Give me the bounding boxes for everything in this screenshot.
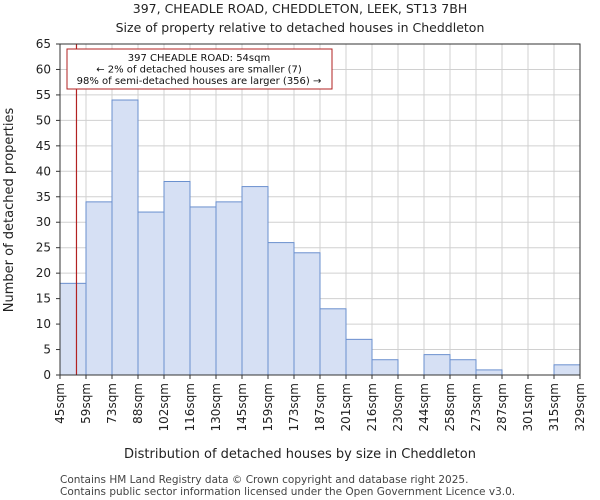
bar-88sqm: [137, 211, 165, 376]
bar-59sqm: [85, 201, 113, 376]
x-tick-label: 59sqm: [79, 383, 93, 424]
bar-145sqm: [241, 186, 269, 376]
x-tick-label: 88sqm: [131, 383, 145, 424]
y-tick-label: 65: [36, 37, 51, 51]
y-tick-label: 40: [36, 164, 51, 178]
y-tick-label: 5: [43, 343, 51, 357]
bar-258sqm: [449, 359, 477, 376]
y-tick-label: 0: [43, 368, 51, 382]
x-axis-label: Distribution of detached houses by size …: [124, 447, 476, 462]
x-tick-label: 187sqm: [313, 383, 327, 431]
y-tick-label: 30: [36, 215, 51, 229]
bar-201sqm: [345, 338, 373, 376]
y-tick-label: 60: [36, 62, 51, 76]
bar-159sqm: [267, 242, 295, 376]
annotation-line-1: 397 CHEADLE ROAD: 54sqm: [128, 53, 270, 64]
footer-line-2: Contains public sector information licen…: [60, 486, 515, 498]
y-tick-label: 20: [36, 266, 51, 280]
x-tick-label: 230sqm: [391, 383, 405, 431]
x-tick-label: 258sqm: [443, 383, 457, 431]
x-tick-label: 329sqm: [573, 383, 587, 431]
chart-subtitle: Size of property relative to detached ho…: [116, 20, 485, 35]
y-tick-label: 10: [36, 317, 51, 331]
annotation-box: [66, 48, 333, 90]
x-tick-label: 315sqm: [547, 383, 561, 431]
y-axis-label: Number of detached properties: [2, 108, 17, 313]
x-tick-label: 130sqm: [209, 383, 223, 431]
x-tick-label: 216sqm: [365, 383, 379, 431]
x-tick-label: 159sqm: [261, 383, 275, 431]
y-ticks: 0 5 10 15 20 25 30 35 40 45 50 55 60 65: [36, 37, 60, 382]
x-tick-label: 73sqm: [105, 383, 119, 424]
bar-73sqm: [111, 99, 139, 376]
bar-102sqm: [163, 180, 191, 376]
bar-130sqm: [215, 201, 243, 376]
bar-273sqm: [475, 369, 503, 376]
bar-216sqm: [371, 359, 399, 376]
bar-187sqm: [319, 308, 347, 376]
y-tick-label: 55: [36, 88, 51, 102]
bar-244sqm: [423, 354, 451, 376]
bar-45sqm: [59, 282, 87, 376]
annotation-line-3: 98% of semi-detached houses are larger (…: [77, 76, 322, 87]
bar-173sqm: [293, 252, 321, 376]
x-tick-label: 287sqm: [495, 383, 509, 431]
x-tick-label: 45sqm: [53, 383, 67, 424]
y-tick-label: 45: [36, 139, 51, 153]
annotation-line-2: ← 2% of detached houses are smaller (7): [96, 65, 302, 76]
bar-315sqm: [553, 364, 581, 376]
x-tick-label: 116sqm: [183, 383, 197, 431]
y-tick-label: 35: [36, 190, 51, 204]
y-tick-label: 15: [36, 292, 51, 306]
x-tick-label: 301sqm: [521, 383, 535, 431]
y-tick-label: 25: [36, 241, 51, 255]
x-tick-label: 173sqm: [287, 383, 301, 431]
x-ticks: 45sqm 59sqm 73sqm 88sqm 102sqm 116sqm 130sqm 14…: [53, 375, 587, 431]
footer-line-1: Contains HM Land Registry data © Crown c…: [60, 474, 468, 486]
y-tick-label: 50: [36, 113, 51, 127]
x-tick-label: 102sqm: [157, 383, 171, 431]
chart-title: 397, CHEADLE ROAD, CHEDDLETON, LEEK, ST1…: [133, 1, 467, 16]
plot-frame: [59, 43, 581, 376]
bar-116sqm: [189, 206, 217, 376]
marker-group: 397 CHEADLE ROAD: 54sqm← 2% of detached …: [66, 44, 333, 375]
bars: [59, 99, 581, 376]
x-tick-label: 244sqm: [417, 383, 431, 431]
x-tick-label: 145sqm: [235, 383, 249, 431]
x-tick-label: 201sqm: [339, 383, 353, 431]
x-tick-label: 273sqm: [469, 383, 483, 431]
